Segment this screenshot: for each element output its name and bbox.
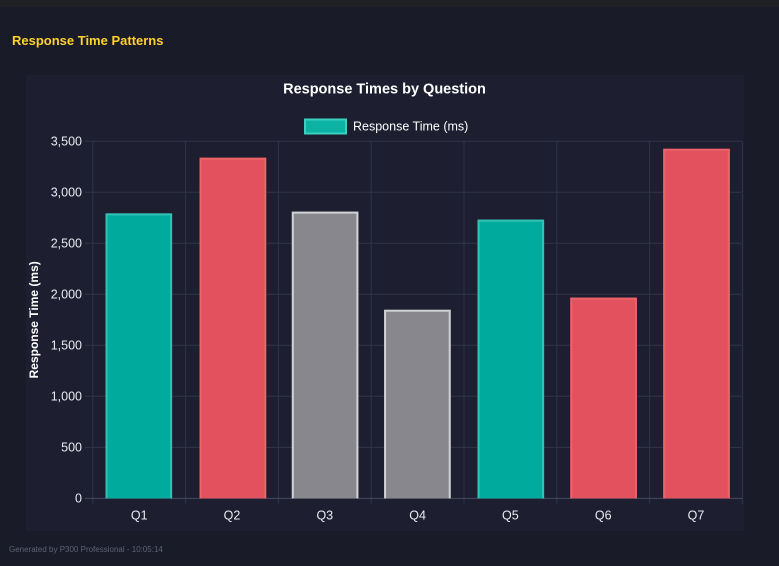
svg-text:3,000: 3,000 [51, 186, 82, 200]
svg-text:500: 500 [61, 441, 82, 455]
svg-text:Q7: Q7 [688, 509, 705, 523]
svg-text:2,000: 2,000 [51, 288, 82, 302]
svg-text:Q3: Q3 [316, 509, 333, 523]
svg-text:1,000: 1,000 [51, 390, 82, 404]
svg-text:Q6: Q6 [595, 509, 612, 523]
svg-text:Response Times by Question: Response Times by Question [283, 82, 486, 98]
svg-text:1,500: 1,500 [51, 339, 82, 353]
svg-text:2,500: 2,500 [51, 237, 82, 251]
svg-text:Response Time (ms): Response Time (ms) [353, 119, 468, 133]
svg-text:3,500: 3,500 [51, 135, 82, 149]
svg-text:Q5: Q5 [502, 509, 519, 523]
svg-text:Q2: Q2 [224, 509, 241, 523]
svg-text:0: 0 [75, 492, 82, 506]
svg-text:Response Time (ms): Response Time (ms) [27, 261, 41, 378]
svg-text:Q1: Q1 [131, 509, 148, 523]
svg-text:Q4: Q4 [409, 509, 426, 523]
